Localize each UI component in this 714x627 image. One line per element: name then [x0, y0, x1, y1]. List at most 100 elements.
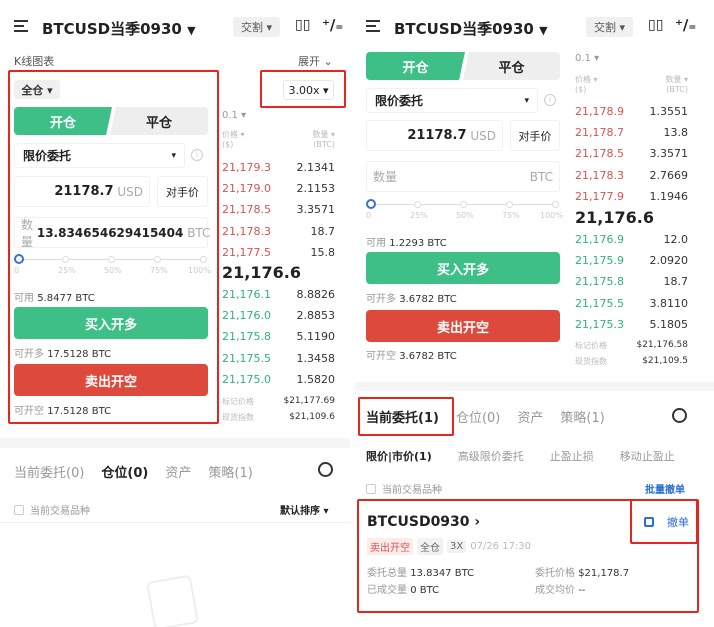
candlestick-icon[interactable]: ▯▯	[295, 17, 311, 33]
bid-quantity: 8.8826	[296, 288, 336, 301]
current-symbol-filter[interactable]: 当前交易品种	[366, 481, 442, 496]
current-symbol-filter[interactable]: 当前交易品种	[14, 502, 90, 517]
bid-price[interactable]: 21,176.0	[222, 309, 271, 323]
right-screen: BTCUSD当季0930 ▼ 交割 ▾ ▯▯ ⁺∕₌ 开仓 平仓 限价委托 ▾ i…	[355, 0, 714, 627]
delivery-selector[interactable]: 交割 ▾	[233, 17, 280, 37]
percent-icon[interactable]: ⁺∕₌	[322, 16, 344, 34]
bid-price[interactable]: 21,175.0	[222, 372, 271, 386]
tab-assets[interactable]: 资产	[165, 466, 192, 481]
tab-strategies[interactable]: 策略(1)	[208, 466, 253, 481]
tab-positions[interactable]: 仓位(0)	[101, 466, 149, 481]
batch-cancel-button[interactable]: 批量撤单	[645, 485, 685, 496]
ask-price[interactable]: 21,178.3	[222, 224, 271, 238]
qty-header[interactable]: 数量 ▾ (BTC)	[665, 75, 688, 94]
ask-price[interactable]: 21,178.9	[575, 105, 624, 118]
tab-open[interactable]: 开仓	[366, 52, 465, 80]
leverage-selector[interactable]: 3.00x ▾	[283, 80, 334, 100]
history-icon[interactable]	[318, 462, 333, 477]
bid-price[interactable]: 21,175.9	[575, 254, 624, 268]
slider-label: 75%	[502, 211, 520, 220]
cancel-order-button[interactable]: 撤单	[667, 516, 689, 529]
contract-selector[interactable]: BTCUSD当季0930 ▼	[42, 18, 196, 39]
slider-handle[interactable]	[366, 199, 376, 209]
order-tags: 卖出开空 全仓 3X 07/26 17:30	[367, 538, 531, 555]
order-type-value: 限价委托	[23, 149, 72, 163]
slider-handle[interactable]	[14, 254, 24, 264]
side-tag: 卖出开空	[367, 538, 413, 555]
tab-current-orders[interactable]: 当前委托(0)	[14, 466, 85, 481]
history-icon[interactable]	[672, 408, 687, 423]
quantity-slider[interactable]: 0 25% 50% 75% 100%	[366, 199, 563, 223]
edit-icon[interactable]	[644, 517, 654, 527]
tab-assets[interactable]: 资产	[517, 411, 544, 426]
menu-icon[interactable]	[366, 20, 380, 32]
sort-selector[interactable]: 默认排序 ▾	[280, 506, 329, 517]
ask-price[interactable]: 21,177.5	[222, 245, 271, 259]
checkbox[interactable]	[14, 504, 24, 515]
info-icon[interactable]: i	[544, 94, 556, 106]
sell-short-button[interactable]: 卖出开空	[14, 364, 208, 396]
qty-header[interactable]: 数量 ▾ (BTC)	[312, 130, 335, 149]
ask-price[interactable]: 21,178.5	[575, 147, 624, 161]
order-type-select[interactable]: 限价委托 ▾	[14, 143, 185, 168]
price-header[interactable]: 价格 ▾ ($)	[222, 130, 245, 149]
tab-positions[interactable]: 仓位(0)	[455, 411, 501, 426]
slider-label: 25%	[58, 266, 76, 275]
menu-icon[interactable]	[14, 20, 28, 32]
tab-strategies[interactable]: 策略(1)	[560, 411, 605, 426]
depth-step-selector[interactable]: 0.1 ▾	[222, 110, 247, 121]
subtab-tp-sl[interactable]: 止盈止损	[549, 450, 594, 463]
delivery-selector[interactable]: 交割 ▾	[586, 17, 633, 37]
bid-price[interactable]: 21,175.8	[575, 275, 624, 289]
margin-mode-selector[interactable]: 全仓 ▾	[14, 80, 60, 99]
ask-price[interactable]: 21,179.0	[222, 182, 271, 196]
quantity-input[interactable]: 数量 BTC	[366, 161, 560, 192]
candlestick-icon[interactable]: ▯▯	[648, 17, 664, 33]
ask-price[interactable]: 21,178.5	[222, 203, 271, 217]
tab-current-orders[interactable]: 当前委托(1)	[366, 411, 439, 426]
ask-price[interactable]: 21,179.3	[222, 161, 271, 174]
tab-close[interactable]: 平仓	[463, 52, 560, 80]
ask-price[interactable]: 21,178.3	[575, 168, 624, 182]
contract-selector[interactable]: BTCUSD当季0930 ▼	[394, 18, 548, 39]
quantity-placeholder: 数量	[373, 170, 398, 184]
bid-quantity: 5.1805	[649, 317, 689, 331]
bid-price[interactable]: 21,175.3	[575, 317, 624, 331]
bid-price[interactable]: 21,176.9	[575, 233, 624, 246]
bid-price[interactable]: 21,175.8	[222, 330, 271, 344]
subtab-advanced-limit[interactable]: 高级限价委托	[457, 450, 524, 463]
subtab-limit-market[interactable]: 限价|市价(1)	[366, 450, 432, 463]
quantity-input[interactable]: 数量 13.834654629415404 BTC	[14, 217, 210, 249]
order-type-select[interactable]: 限价委托 ▾	[366, 88, 538, 113]
order-symbol-link[interactable]: BTCUSD0930 ›	[367, 514, 481, 530]
margin-tag: 全仓	[417, 538, 443, 555]
bid-price[interactable]: 21,175.5	[575, 296, 624, 310]
left-screen: BTCUSD当季0930 ▼ 交割 ▾ ▯▯ ⁺∕₌ K线图表 展开 ⌄ 全仓 …	[0, 0, 350, 627]
subtab-trailing-stop[interactable]: 移动止盈止	[619, 450, 675, 463]
percent-icon[interactable]: ⁺∕₌	[675, 16, 697, 34]
expand-button[interactable]: 展开 ⌄	[298, 55, 333, 68]
buy-long-button[interactable]: 买入开多	[366, 252, 560, 284]
tab-open[interactable]: 开仓	[14, 107, 112, 135]
sell-short-button[interactable]: 卖出开空	[366, 310, 560, 342]
ask-price[interactable]: 21,177.9	[575, 189, 624, 203]
price-input[interactable]: 21178.7 USD	[14, 176, 150, 207]
quantity-value: 13.834654629415404	[36, 225, 184, 240]
opponent-price-button[interactable]: 对手价	[157, 176, 208, 207]
quantity-slider[interactable]: 0 25% 50% 75% 100%	[14, 254, 211, 278]
price-input[interactable]: 21178.7 USD	[366, 120, 503, 151]
mark-price: $21,176.58	[636, 340, 688, 350]
bid-price[interactable]: 21,175.5	[222, 351, 271, 365]
checkbox[interactable]	[366, 483, 376, 494]
bid-price[interactable]: 21,176.1	[222, 288, 271, 301]
price-header[interactable]: 价格 ▾ ($)	[575, 75, 598, 94]
buy-long-button[interactable]: 买入开多	[14, 307, 208, 339]
bid-quantity: 1.5820	[296, 372, 336, 386]
ask-price[interactable]: 21,178.7	[575, 126, 624, 140]
max-long: 可开多 3.6782 BTC	[366, 294, 457, 305]
slider-label: 0	[366, 211, 372, 220]
tab-close[interactable]: 平仓	[110, 107, 208, 135]
info-icon[interactable]: i	[191, 149, 203, 161]
opponent-price-button[interactable]: 对手价	[510, 120, 560, 151]
depth-step-selector[interactable]: 0.1 ▾	[575, 53, 600, 64]
